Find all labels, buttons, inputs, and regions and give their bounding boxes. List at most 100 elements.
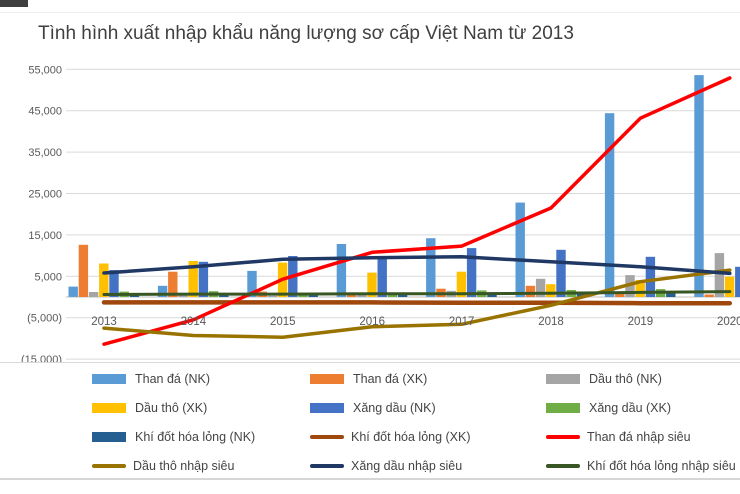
bar [426, 238, 436, 297]
y-axis-tick-label: 5,000 [34, 271, 62, 283]
legend-item: Khí đốt hóa lỏng (XK) [310, 428, 471, 446]
legend-label: Xăng dầu (NK) [353, 401, 436, 415]
bar [357, 294, 367, 297]
legend-line-swatch [92, 464, 126, 468]
legend-label: Khí đốt hóa lỏng (XK) [351, 430, 471, 444]
legend-item: Dầu thô (NK) [546, 370, 662, 388]
line-series [102, 268, 732, 339]
bar [78, 244, 89, 297]
bar [546, 284, 556, 297]
bar [88, 292, 99, 297]
legend-line-swatch [546, 435, 580, 439]
bar [645, 256, 656, 297]
bar-series [68, 75, 704, 297]
x-axis-tick-label: 2013 [91, 316, 117, 328]
legend-item: Than đá nhập siêu [546, 428, 691, 446]
line-series [102, 76, 732, 346]
y-axis-tick-label: 35,000 [28, 147, 62, 159]
legend-item: Dầu thô nhập siêu [92, 457, 234, 475]
y-axis-tick-label: (15,000) [21, 354, 62, 362]
chart-legend: Than đá (NK) Than đá (XK) Dầu thô (NK) Dầu … [0, 362, 740, 479]
legend-item: Khí đốt hóa lỏng (NK) [92, 428, 255, 446]
bar [576, 292, 587, 297]
bar [615, 292, 625, 297]
legend-bar-swatch [310, 403, 344, 413]
bar [99, 263, 109, 297]
bar [556, 249, 566, 297]
legend-bar-swatch [310, 374, 344, 384]
legend-bar-swatch [92, 374, 126, 384]
legend-line-swatch [546, 464, 580, 468]
bottom-divider [0, 478, 740, 480]
bar [188, 261, 198, 297]
bar [267, 295, 278, 297]
bar [515, 202, 525, 297]
bar [109, 270, 119, 297]
bar [377, 257, 387, 297]
bar [157, 285, 168, 297]
y-axis-tick-label: 45,000 [28, 106, 62, 118]
y-axis-tick-label: 55,000 [28, 64, 62, 76]
bar [466, 248, 477, 297]
legend-item: Dầu thô (XK) [92, 399, 207, 417]
legend-label: Khí đốt hóa lỏng nhập siêu [587, 459, 736, 473]
bar [735, 266, 740, 297]
x-axis-tick-label: 2019 [628, 316, 654, 328]
top-divider [0, 12, 740, 13]
legend-line-swatch [310, 464, 344, 468]
x-axis-tick-label: 2018 [538, 316, 564, 328]
window-edge-fragment [0, 0, 28, 7]
bar [704, 294, 714, 297]
bar [724, 276, 735, 297]
line-series [101, 300, 733, 306]
x-axis-tick-label: 2014 [181, 316, 207, 328]
bar [604, 113, 615, 297]
bar [198, 261, 209, 297]
legend-bar-swatch [546, 403, 580, 413]
legend-label: Dầu thô (NK) [589, 372, 662, 386]
bar [694, 75, 704, 297]
legend-item: Xăng dầu (XK) [546, 399, 671, 417]
x-axis-tick-label: 2020 [717, 316, 740, 328]
legend-item: Khí đốt hóa lỏng nhập siêu [546, 457, 736, 475]
legend-label: Than đá (NK) [135, 372, 211, 386]
legend-line-swatch [310, 435, 344, 439]
bar-series [88, 253, 725, 297]
bar [367, 272, 377, 297]
legend-label: Dầu thô (XK) [135, 401, 208, 415]
y-axis-tick-label: 25,000 [28, 189, 62, 201]
x-axis-tick-label: 2016 [359, 316, 385, 328]
bar [666, 291, 676, 297]
legend-label: Xăng dầu (XK) [589, 401, 671, 415]
bar [714, 253, 725, 297]
legend-label: Than đá (XK) [353, 372, 428, 386]
legend-label: Than đá nhập siêu [587, 430, 691, 444]
bar [168, 271, 178, 297]
x-axis-tick-label: 2017 [449, 316, 475, 328]
bar [336, 244, 347, 297]
legend-item: Than đá (XK) [310, 370, 427, 388]
bar [535, 278, 546, 297]
bar [456, 271, 467, 297]
legend-bar-swatch [546, 374, 580, 384]
legend-label: Dầu thô nhập siêu [133, 459, 235, 473]
bar [635, 280, 645, 297]
line-series [102, 255, 732, 276]
legend-bar-swatch [92, 432, 126, 442]
y-axis-tick-label: (5,000) [27, 313, 62, 325]
legend-item: Xăng dầu nhập siêu [310, 457, 462, 475]
legend-item: Xăng dầu (NK) [310, 399, 436, 417]
chart-title: Tình hình xuất nhập khẩu năng lượng sơ c… [38, 23, 574, 44]
x-axis-tick-label: 2015 [270, 316, 296, 328]
line-series [102, 290, 732, 296]
legend-bar-swatch [92, 403, 126, 413]
legend-item: Than đá (NK) [92, 370, 210, 388]
bar [68, 286, 78, 297]
legend-label: Xăng dầu nhập siêu [351, 459, 463, 473]
bar [247, 270, 257, 297]
bar [525, 285, 536, 297]
legend-label: Khí đốt hóa lỏng (NK) [135, 430, 256, 444]
y-axis-tick-label: 15,000 [28, 230, 62, 242]
chart-plot-area: 55,000 45,000 35,000 25,000 15,000 5,000 (5,00… [21, 64, 740, 362]
